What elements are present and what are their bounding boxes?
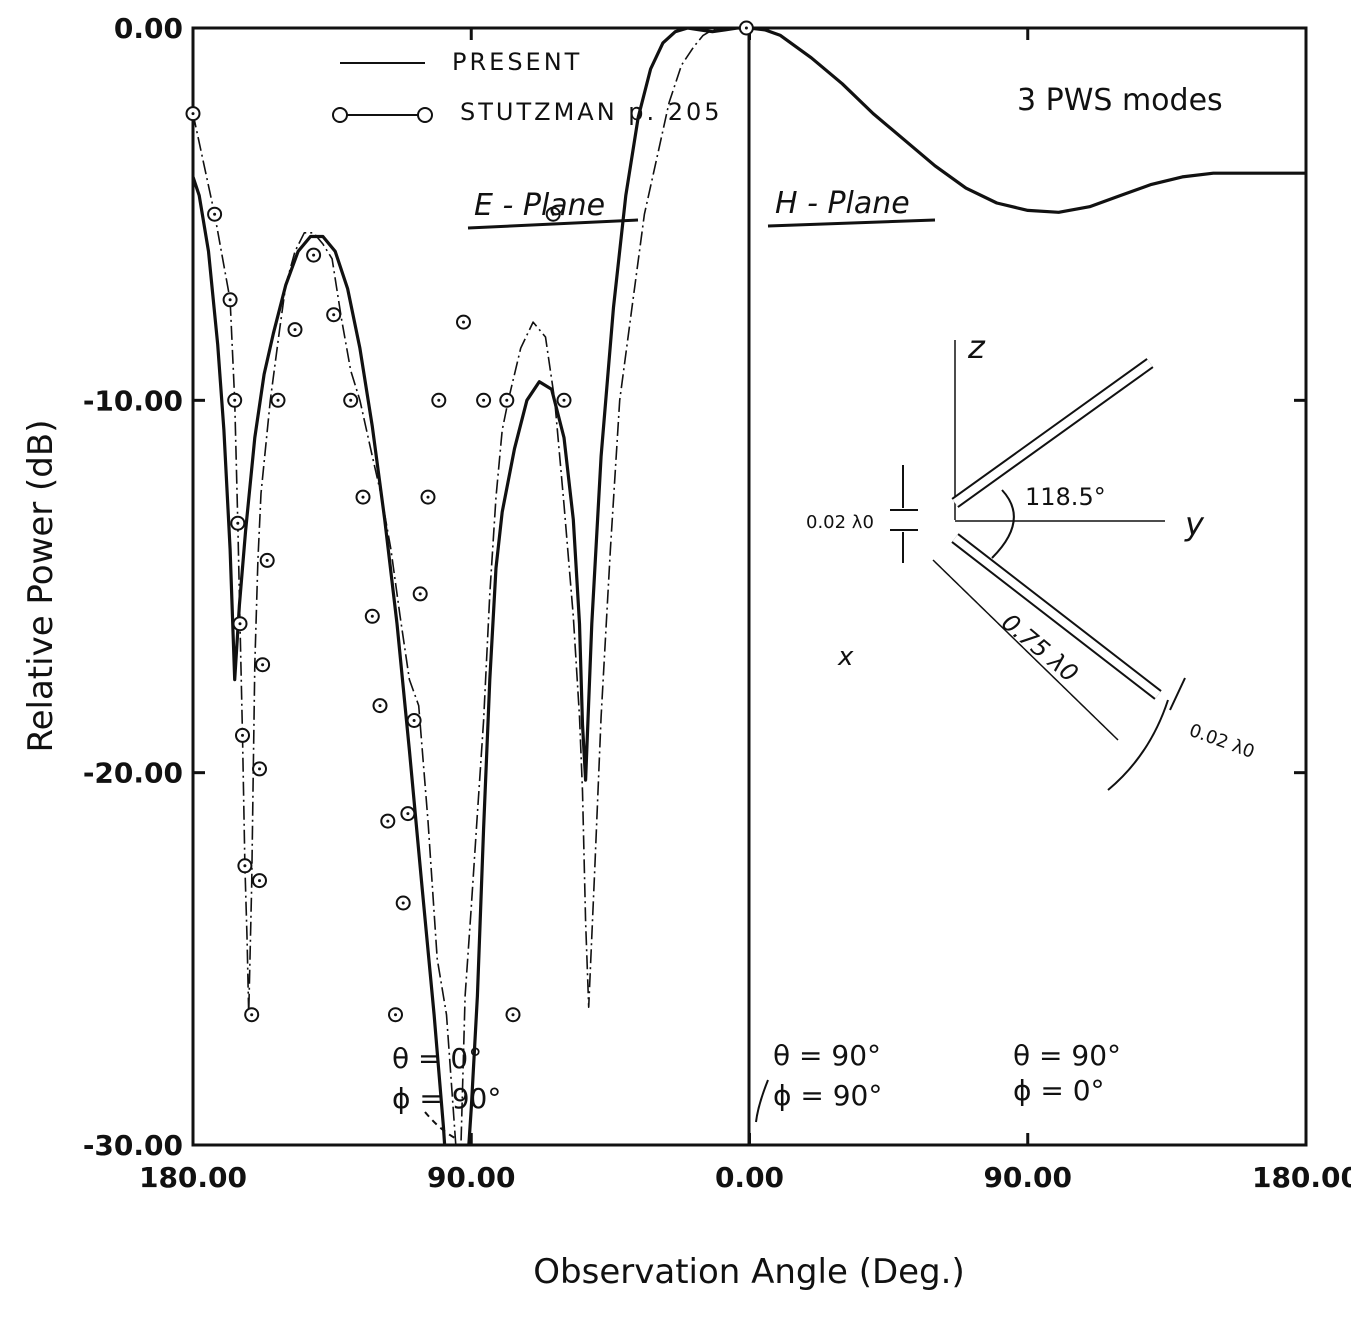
x-axis-title: Observation Angle (Deg.)	[533, 1252, 964, 1292]
gap-dim-label: 0.02 λ0	[806, 512, 874, 533]
e-plane-label: E - Plane	[474, 188, 605, 223]
phi-90-label-mid: ϕ = 90°	[773, 1079, 882, 1112]
legend-stutzman-marker	[332, 107, 348, 123]
stutzman-marker-dot	[482, 398, 486, 402]
stutzman-marker-dot	[462, 320, 465, 324]
x-tick-label: 90.00	[983, 1161, 1072, 1194]
stutzman-marker-dot	[401, 901, 405, 905]
stutzman-marker-dot	[241, 733, 244, 737]
width-dim-arrow	[1169, 677, 1186, 711]
stutzman-marker-dot	[418, 592, 422, 596]
legend-present-label: PRESENT	[452, 48, 582, 76]
stutzman-marker-dot	[437, 398, 441, 402]
stutzman-marker-dot	[236, 521, 240, 525]
stutzman-marker-dot	[370, 614, 374, 618]
length-dim-line	[932, 559, 1119, 741]
stutzman-marker-dot	[744, 26, 748, 30]
stutzman-marker-dot	[394, 1013, 397, 1017]
e-plane-underline	[467, 218, 639, 230]
stutzman-marker-dot	[412, 719, 416, 722]
width-dim-label: 0.02 λ0	[1186, 720, 1257, 763]
stutzman-marker-dot	[265, 558, 269, 562]
upper-arm-core	[952, 359, 1153, 507]
series-present-line	[193, 28, 1306, 1145]
ticks: 180.00 90.00 0.00 90.00 180.00 0.00 -10.00 -20.…	[83, 12, 1351, 1194]
legend-stutzman-label: STUTZMAN p. 205	[460, 98, 723, 126]
stutzman-marker-dot	[228, 298, 232, 302]
stutzman-marker-dot	[250, 1013, 254, 1017]
stutzman-marker-dot	[511, 1013, 515, 1017]
theta-90-label-mid: θ = 90°	[773, 1039, 881, 1072]
y-tick-label: -30.00	[83, 1129, 183, 1162]
z-axis-label: z	[967, 328, 986, 366]
y-axis-title: Relative Power (dB)	[21, 420, 61, 753]
stutzman-marker-dot	[261, 663, 265, 667]
theta-0-arrow	[424, 1111, 456, 1139]
stutzman-marker-dot	[238, 622, 242, 626]
stutzman-marker-dot	[551, 212, 555, 216]
stutzman-marker-dot	[293, 328, 297, 332]
x-tick-label: 0.00	[715, 1161, 784, 1194]
theta-0-label: θ = 0°	[392, 1042, 482, 1075]
stutzman-marker-dot	[562, 398, 566, 402]
x-tick-label: 90.00	[427, 1161, 516, 1194]
stutzman-marker-dot	[258, 767, 261, 771]
x-axis-label: x	[837, 642, 854, 672]
y-tick-label: -10.00	[83, 384, 183, 417]
stutzman-marker-dot	[276, 398, 280, 402]
theta-90-arrow	[755, 1079, 769, 1123]
stutzman-marker-dot	[213, 212, 217, 216]
legend: PRESENT STUTZMAN p. 205	[332, 48, 723, 126]
h-plane-label: H - Plane	[775, 186, 910, 221]
markers-layer	[185, 20, 754, 1023]
y-tick-label: 0.00	[114, 12, 183, 45]
stutzman-marker-dot	[426, 495, 430, 499]
y-tick-label: -20.00	[83, 757, 183, 790]
legend-stutzman-marker	[417, 107, 433, 123]
x-tick-label: 180.00	[1252, 1161, 1351, 1194]
stutzman-marker-dot	[312, 253, 316, 257]
stutzman-marker-dot	[233, 398, 237, 402]
theta-90-label-right: θ = 90°	[1013, 1039, 1121, 1072]
stutzman-marker-dot	[386, 819, 390, 823]
stutzman-marker-dot	[332, 313, 336, 317]
angle-arc	[991, 489, 1015, 559]
stutzman-marker-dot	[191, 112, 195, 116]
h-plane-underline	[767, 218, 936, 228]
stutzman-marker-dot	[243, 864, 247, 868]
lower-arm-core	[952, 534, 1161, 699]
x-tick-label: 180.00	[139, 1161, 247, 1194]
phi-90-label-left: ϕ = 90°	[392, 1082, 501, 1115]
phi-0-label-right: ϕ = 0°	[1013, 1074, 1105, 1107]
stutzman-marker-dot	[258, 879, 261, 883]
antenna-diagram: z y x 118.5° 0.02 λ0 0.75 λ0 0.02 λ0	[806, 328, 1257, 791]
stutzman-marker-dot	[349, 398, 353, 402]
series-layer	[193, 28, 1306, 1145]
stutzman-marker-dot	[505, 398, 509, 402]
width-dim-arc	[1107, 699, 1169, 791]
y-axis-label: y	[1184, 505, 1205, 543]
stutzman-marker-dot	[361, 495, 365, 499]
series-stutzman-line	[193, 28, 750, 1145]
stutzman-marker-dot	[378, 704, 382, 708]
modes-label: 3 PWS modes	[1017, 83, 1223, 118]
angle-label: 118.5°	[1025, 483, 1106, 511]
stutzman-marker-dot	[406, 812, 410, 816]
